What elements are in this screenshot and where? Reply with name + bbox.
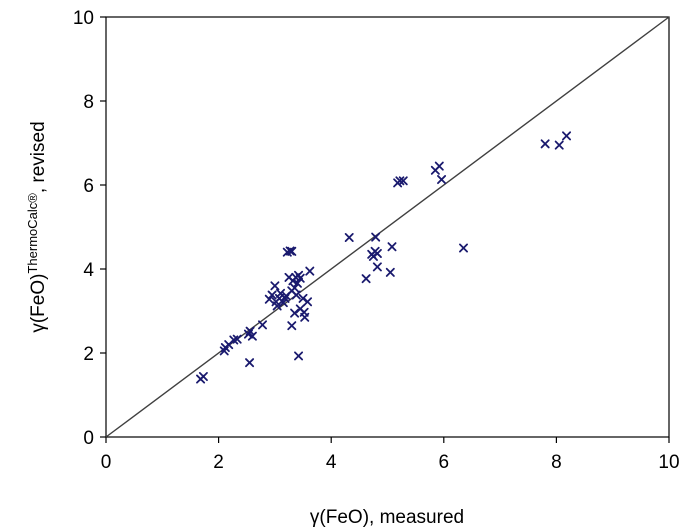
data-point [258, 320, 268, 330]
x-tick-label: 4 [326, 452, 337, 473]
identity-line [105, 16, 670, 438]
data-point [295, 273, 305, 283]
x-tick-label: 6 [439, 452, 450, 473]
data-point [554, 140, 564, 150]
data-point [290, 283, 300, 293]
x-tick-label: 8 [551, 452, 562, 473]
data-point [371, 232, 381, 242]
data-point [303, 297, 313, 307]
data-point [287, 321, 297, 331]
y-axis-ticks: 0 2 4 6 8 10 [73, 8, 106, 449]
data-point [290, 308, 300, 318]
data-points [196, 131, 572, 384]
y-tick-label: 6 [83, 176, 94, 197]
y-axis-label-suffix: , revised [28, 121, 49, 193]
data-point [247, 331, 257, 341]
y-axis-label-main: γ(FeO) [28, 274, 49, 333]
y-tick-label: 8 [83, 92, 94, 113]
data-point [245, 358, 255, 368]
data-point [198, 372, 208, 382]
data-point [437, 175, 447, 185]
data-point [459, 243, 469, 253]
data-point [245, 326, 255, 336]
y-tick-label: 2 [83, 344, 94, 365]
data-point [305, 266, 315, 276]
x-tick-label: 2 [213, 452, 224, 473]
y-axis-label-superscript: ThermoCalc® [25, 193, 40, 274]
data-point [387, 242, 397, 252]
y-tick-label: 4 [83, 260, 94, 281]
x-tick-label: 10 [658, 452, 679, 473]
data-point [434, 161, 444, 171]
data-point [292, 278, 302, 288]
plot-area-frame [105, 16, 670, 438]
data-point [361, 274, 371, 284]
data-point [300, 312, 310, 322]
data-point [270, 281, 280, 291]
data-point [398, 176, 408, 186]
data-point [395, 176, 405, 186]
data-point [540, 139, 550, 149]
data-point [385, 267, 395, 277]
x-axis-ticks: 0 2 4 6 8 10 [101, 437, 680, 473]
data-point [232, 334, 242, 344]
data-point [272, 301, 282, 311]
data-point [372, 262, 382, 272]
data-point [294, 351, 304, 361]
y-tick-label: 0 [83, 428, 94, 449]
data-point [344, 232, 354, 243]
y-tick-label: 10 [73, 8, 94, 29]
data-point [287, 246, 297, 256]
data-point [264, 294, 274, 304]
data-point [267, 290, 277, 300]
x-tick-label: 0 [101, 452, 112, 473]
data-point [372, 248, 382, 258]
data-point [562, 131, 572, 141]
x-axis-label: γ(FeO), measured [310, 507, 464, 528]
y-axis-label: γ(FeO)ThermoCalc®, revised [25, 121, 49, 332]
data-point [291, 290, 301, 300]
